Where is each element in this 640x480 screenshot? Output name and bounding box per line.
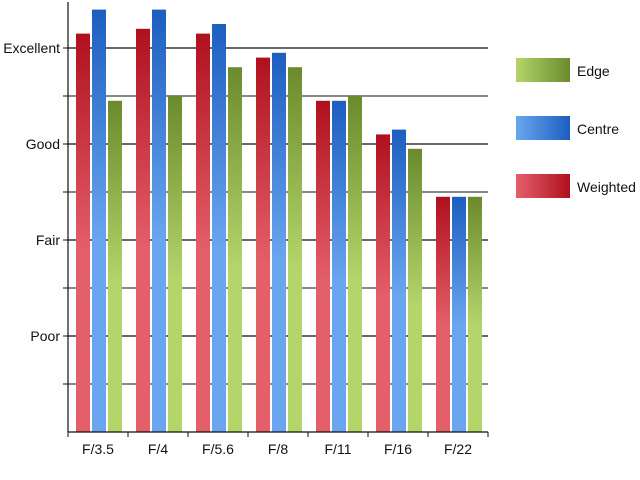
legend-label-centre: Centre <box>577 121 619 137</box>
legend: Edge Centre Weighted <box>516 58 636 198</box>
x-tick-label-f-8: F/8 <box>268 441 288 457</box>
bar-edge-f-11 <box>348 96 362 432</box>
bar-weighted-f-22 <box>436 196 450 432</box>
bar-weighted-f-8 <box>256 57 270 432</box>
x-tick-label-f-16: F/16 <box>384 441 412 457</box>
legend-swatch-centre <box>516 116 570 140</box>
legend-item-centre: Centre <box>516 116 619 140</box>
bar-centre-f-16 <box>392 129 406 432</box>
legend-swatch-weighted <box>516 174 570 198</box>
bar-edge-f-16 <box>408 148 422 433</box>
bar-centre-f-22 <box>452 196 466 432</box>
legend-item-weighted: Weighted <box>516 174 636 198</box>
legend-label-edge: Edge <box>577 63 610 79</box>
y-tick-label-good: Good <box>26 136 60 152</box>
bar-edge-f-5-6 <box>228 67 242 432</box>
x-axis-tick-labels: F/3.5 F/4 F/5.6 F/8 F/11 F/16 F/22 <box>82 441 472 457</box>
x-tick-label-f-3-5: F/3.5 <box>82 441 114 457</box>
bar-centre-f-8 <box>272 52 286 433</box>
bar-weighted-f-4 <box>136 28 150 433</box>
bar-edge-f-3-5 <box>108 100 122 433</box>
y-tick-label-excellent: Excellent <box>3 40 60 56</box>
bar-edge-f-22 <box>468 196 482 432</box>
y-tick-label-poor: Poor <box>30 328 60 344</box>
bars <box>76 9 482 433</box>
bar-weighted-f-3-5 <box>76 33 90 432</box>
legend-swatch-edge <box>516 58 570 82</box>
bar-centre-f-5-6 <box>212 24 226 432</box>
bar-centre-f-3-5 <box>92 9 106 432</box>
bar-centre-f-11 <box>332 100 346 433</box>
x-tick-label-f-4: F/4 <box>148 441 168 457</box>
bar-centre-f-4 <box>152 9 166 432</box>
bar-weighted-f-5-6 <box>196 33 210 432</box>
axes <box>67 2 489 437</box>
x-tick-label-f-5-6: F/5.6 <box>202 441 234 457</box>
bar-weighted-f-16 <box>376 134 390 432</box>
y-axis-tick-labels: Excellent Good Fair Poor <box>3 40 60 344</box>
bar-edge-f-8 <box>288 67 302 432</box>
bar-weighted-f-11 <box>316 100 330 433</box>
x-tick-label-f-22: F/22 <box>444 441 472 457</box>
x-tick-label-f-11: F/11 <box>325 441 352 457</box>
bar-edge-f-4 <box>168 96 182 432</box>
legend-item-edge: Edge <box>516 58 610 82</box>
legend-label-weighted: Weighted <box>577 179 636 195</box>
y-tick-label-fair: Fair <box>36 232 60 248</box>
